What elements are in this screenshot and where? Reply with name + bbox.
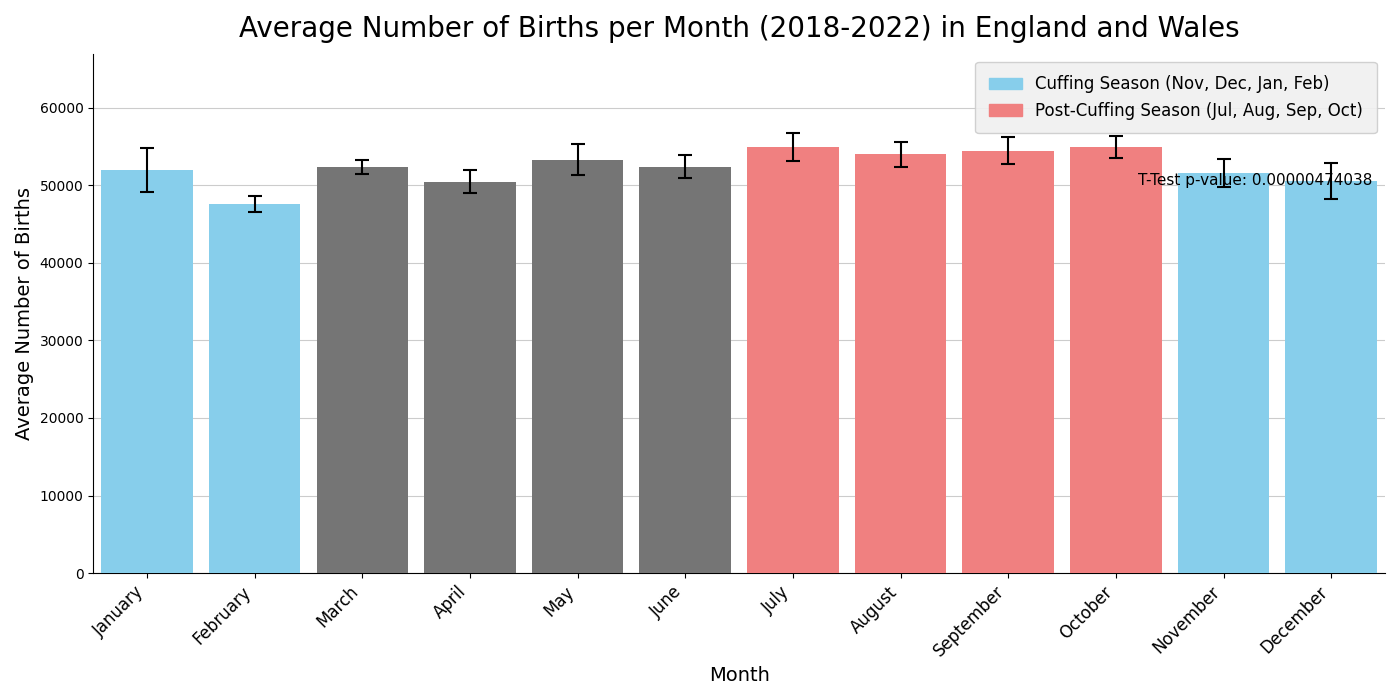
Bar bbox=[101, 170, 193, 573]
Bar bbox=[1285, 181, 1378, 573]
Y-axis label: Average Number of Births: Average Number of Births bbox=[15, 187, 34, 440]
Bar bbox=[424, 181, 515, 573]
X-axis label: Month: Month bbox=[708, 666, 770, 685]
Bar bbox=[962, 150, 1054, 573]
Title: Average Number of Births per Month (2018-2022) in England and Wales: Average Number of Births per Month (2018… bbox=[239, 15, 1239, 43]
Bar bbox=[1070, 147, 1162, 573]
Bar bbox=[316, 167, 407, 573]
Bar bbox=[532, 160, 623, 573]
Text: T-Test p-value: 0.00000474038: T-Test p-value: 0.00000474038 bbox=[1138, 173, 1372, 188]
Bar bbox=[1177, 173, 1270, 573]
Legend: Cuffing Season (Nov, Dec, Jan, Feb), Post-Cuffing Season (Jul, Aug, Sep, Oct): Cuffing Season (Nov, Dec, Jan, Feb), Pos… bbox=[976, 62, 1376, 133]
Bar bbox=[855, 155, 946, 573]
Bar bbox=[209, 204, 301, 573]
Bar bbox=[640, 167, 731, 573]
Bar bbox=[748, 147, 839, 573]
